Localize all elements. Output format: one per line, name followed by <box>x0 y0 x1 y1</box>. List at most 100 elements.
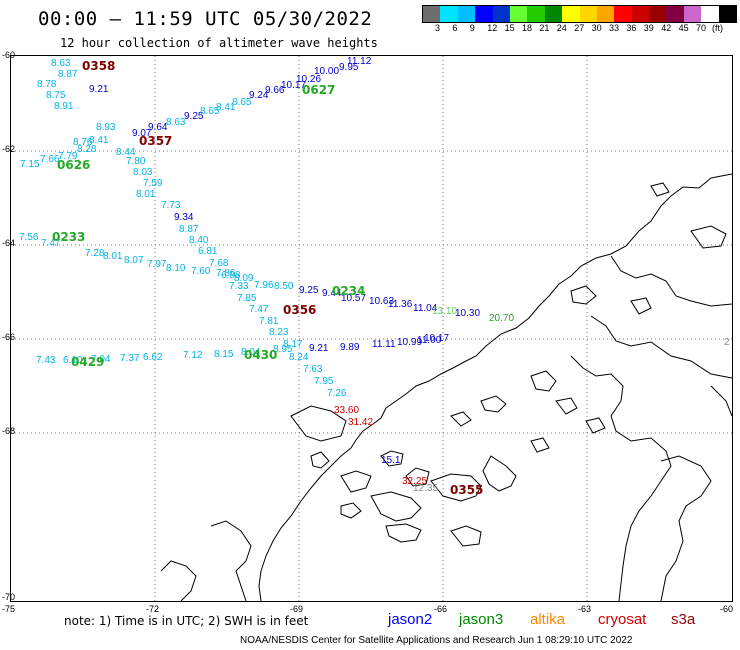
wave-height-value: 10.99 <box>397 337 423 348</box>
wave-height-value: 8.65 <box>232 97 252 108</box>
wave-height-value: 8.41 <box>89 135 109 146</box>
legend-swatch <box>596 6 615 22</box>
wave-height-value: 8.09 <box>234 273 254 284</box>
pass-time-label: 0429 <box>71 355 105 369</box>
wave-height-value: 7.12 <box>183 350 203 361</box>
legend-label: 15 <box>504 23 515 33</box>
legend-label: 18 <box>522 23 533 33</box>
wave-height-value: 6.10 <box>63 355 83 366</box>
lat-label: -66 <box>2 332 16 342</box>
wave-height-value: 11.12 <box>347 56 372 67</box>
wave-height-value: 7.04 <box>91 354 111 365</box>
wave-height-value: 7.43 <box>36 355 56 366</box>
legend-label: 45 <box>678 23 689 33</box>
lat-label: -64 <box>2 238 16 248</box>
lon-label: -60 <box>720 604 734 614</box>
lat-label: -60 <box>2 50 16 60</box>
wave-height-value: 9.25 <box>184 111 204 122</box>
wave-height-value: 7.86 <box>216 268 236 279</box>
wave-height-value: 7.81 <box>259 316 279 327</box>
wave-height-value: 8.78 <box>37 79 57 90</box>
pass-time-label: 0233 <box>52 230 86 244</box>
wave-height-value: 7.47 <box>41 238 61 249</box>
wave-height-value: 32.25 <box>402 476 428 487</box>
wave-height-value: 8.40 <box>189 235 209 246</box>
satellite-jason3: jason3 <box>459 611 504 628</box>
legend-swatch <box>544 6 563 22</box>
lon-label: -69 <box>290 604 304 614</box>
wave-height-value: 8.03 <box>133 167 153 178</box>
pass-time-label: 0234 <box>332 284 366 298</box>
legend-swatch <box>475 6 493 22</box>
wave-height-value: 10.30 <box>455 308 481 319</box>
wave-height-value: 9.24 <box>249 90 269 101</box>
wave-height-value: 8.41 <box>216 102 236 113</box>
altimeter-map: 8.63 8.87 8.78 8.75 8.91 9.21 8.93 8.76 8.41 8.44… <box>10 55 733 602</box>
wave-height-value: 7.28 <box>85 248 105 259</box>
wave-height-value: 8.01 <box>136 189 156 200</box>
wave-height-value: 6.81 <box>198 246 218 257</box>
legend-swatch <box>492 6 510 22</box>
pass-time-label: 0430 <box>244 348 278 362</box>
wave-height-value: 12.35 <box>413 483 439 494</box>
wave-height-value: 6.62 <box>143 352 163 363</box>
wave-height-value: 7.56 <box>19 232 39 243</box>
wave-height-value: 7.47 <box>249 304 269 315</box>
wave-height-value: 11.11 <box>372 339 396 350</box>
legend-swatch <box>423 6 441 22</box>
wave-height-value: 8.76 <box>73 137 93 148</box>
wave-height-value: 8.91 <box>54 101 74 112</box>
wave-height-value: 9.89 <box>340 342 360 353</box>
wave-height-value: 9.66 <box>265 85 285 96</box>
wave-height-value: 9.64 <box>148 122 168 133</box>
legend-swatch <box>649 6 667 22</box>
pass-time-label: 0357 <box>139 134 173 148</box>
wave-height-value: 7.33 <box>229 281 249 292</box>
legend-label: 42 <box>661 23 672 33</box>
pass-time-label: 0356 <box>283 303 317 317</box>
wave-height-value: 7.73 <box>161 200 181 211</box>
wave-height-value: 8.63 <box>51 58 71 69</box>
legend-label: 3 <box>435 23 441 33</box>
legend-label: 33 <box>609 23 620 33</box>
wave-height-value: 8.63 <box>166 117 186 128</box>
satellite-s3a: s3a <box>671 611 696 628</box>
legend-swatch <box>683 6 702 22</box>
wave-height-value: 7.97 <box>147 259 167 270</box>
map-canvas <box>11 56 732 601</box>
legend-label: 70 <box>696 23 707 33</box>
wave-height-value: 8.93 <box>96 122 116 133</box>
wave-height-value: 11.00 <box>417 335 442 346</box>
wave-height-value: 8.15 <box>214 349 234 360</box>
wave-height-value: 10.26 <box>296 74 322 85</box>
legend-label: 9 <box>469 23 475 33</box>
wave-height-value: 7.15 <box>20 159 40 170</box>
wave-height-value: 7.68 <box>209 258 229 269</box>
wave-height-value: 15.1 <box>381 455 401 466</box>
wave-height-value: 10.00 <box>314 66 340 77</box>
wave-height-value: 8.17 <box>283 339 303 350</box>
legend-swatch <box>579 6 597 22</box>
wave-height-value: 8.10 <box>166 263 186 274</box>
wave-height-value: 7.37 <box>120 353 140 364</box>
wave-height-value: 8.65 <box>200 106 220 117</box>
pass-time-label: 0627 <box>302 83 336 97</box>
wave-height-value: 7.96 <box>254 280 274 291</box>
lat-label: -68 <box>2 426 16 436</box>
legend-unit: (ft) <box>712 23 723 33</box>
legend-swatch <box>614 6 632 22</box>
wave-height-value: 7.85 <box>237 293 257 304</box>
legend-label: 30 <box>591 23 602 33</box>
wave-height-value: 7.79 <box>58 151 78 162</box>
wave-height-value: 9.34 <box>174 212 194 223</box>
lon-label: -75 <box>2 604 16 614</box>
lat-label: -62 <box>2 144 16 154</box>
legend-label: 39 <box>643 23 654 33</box>
wave-height-value: 8.23 <box>269 327 289 338</box>
wave-height-value: 8.50 <box>274 281 294 292</box>
satellite-altika: altika <box>530 611 566 628</box>
legend-swatch <box>666 6 684 22</box>
wave-height-value: 6.88 <box>221 270 241 281</box>
wave-height-value: 33.60 <box>334 405 360 416</box>
wave-height-value: 11.36 <box>388 299 413 310</box>
